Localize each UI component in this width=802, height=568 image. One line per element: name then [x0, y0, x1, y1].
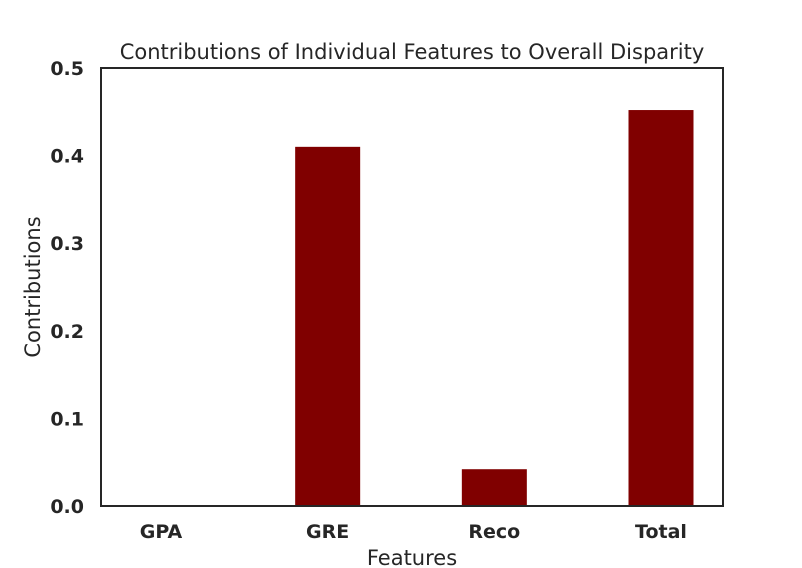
- bars-group: [295, 110, 694, 506]
- bar-gre: [295, 146, 361, 506]
- x-tick-label-gre: GRE: [306, 521, 349, 543]
- y-tick-label: 0.3: [50, 233, 84, 255]
- x-tick-label-total: Total: [635, 521, 687, 543]
- y-tick-label: 0.5: [50, 58, 84, 80]
- y-tick-label: 0.2: [50, 321, 84, 343]
- bar-reco: [461, 469, 527, 506]
- chart-title: Contributions of Individual Features to …: [120, 40, 705, 64]
- plot-frame: [100, 67, 724, 507]
- x-tick-label-gpa: GPA: [140, 521, 183, 543]
- y-tick-label: 0.1: [50, 408, 84, 430]
- x-axis-ticks: GPA GRE Reco Total: [140, 521, 687, 543]
- bar-total: [628, 110, 694, 506]
- y-axis-ticks: 0.0 0.1 0.2 0.3 0.4 0.5: [50, 58, 84, 518]
- x-axis-label: Features: [367, 546, 457, 568]
- x-tick-label-reco: Reco: [468, 521, 520, 543]
- y-axis-label: Contributions: [21, 216, 45, 357]
- y-tick-label: 0.4: [50, 146, 84, 168]
- y-tick-label: 0.0: [50, 496, 84, 518]
